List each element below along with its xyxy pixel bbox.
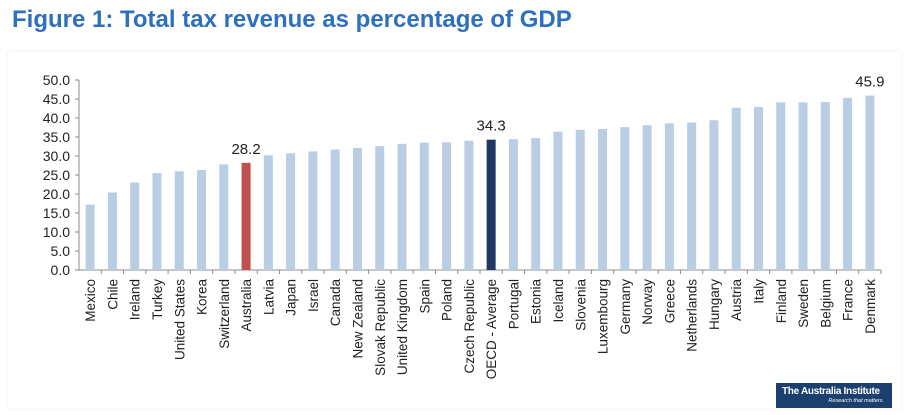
x-label-finland: Finland xyxy=(774,279,789,323)
x-label-canada: Canada xyxy=(328,279,343,327)
bar-czech-republic xyxy=(464,140,474,270)
bar-netherlands xyxy=(687,122,697,270)
australia-institute-logo: The Australia Institute Research that ma… xyxy=(776,383,892,408)
x-label-ireland: Ireland xyxy=(128,279,143,320)
y-tick-label: 0.0 xyxy=(51,262,71,278)
x-label-united-states: United States xyxy=(172,279,187,360)
data-label-denmark: 45.9 xyxy=(855,74,884,91)
y-tick-label: 5.0 xyxy=(51,243,71,259)
x-label-korea: Korea xyxy=(195,279,210,316)
x-label-slovenia: Slovenia xyxy=(573,279,588,331)
logo-name: The Australia Institute xyxy=(782,386,880,397)
x-label-sweden: Sweden xyxy=(796,279,811,328)
x-label-iceland: Iceland xyxy=(551,279,566,323)
bar-chile xyxy=(107,192,117,270)
bar-new-zealand xyxy=(352,148,362,270)
logo-tagline: Research that matters. xyxy=(828,398,884,404)
bar-slovenia xyxy=(575,129,585,270)
data-label-australia: 28.2 xyxy=(231,141,260,158)
bar-united-kingdom xyxy=(397,143,407,270)
y-tick-label: 20.0 xyxy=(43,186,70,202)
x-label-netherlands: Netherlands xyxy=(685,279,700,352)
bar-slovak-republic xyxy=(375,146,385,270)
x-label-poland: Poland xyxy=(440,279,455,321)
x-label-latvia: Latvia xyxy=(261,279,276,316)
x-label-luxembourg: Luxembourg xyxy=(596,279,611,354)
bar-sweden xyxy=(798,102,808,270)
bar-austria xyxy=(731,107,741,270)
bar-oecd-average xyxy=(486,139,496,270)
x-label-estonia: Estonia xyxy=(529,279,544,325)
bar-denmark xyxy=(865,95,875,270)
bar-poland xyxy=(442,142,452,270)
bar-norway xyxy=(642,125,652,270)
bar-luxembourg xyxy=(598,129,608,270)
y-tick-label: 40.0 xyxy=(43,110,70,126)
x-label-japan: Japan xyxy=(284,279,299,316)
x-label-france: France xyxy=(841,279,856,321)
bar-iceland xyxy=(553,131,563,270)
x-label-greece: Greece xyxy=(662,279,677,323)
figure-title: Figure 1: Total tax revenue as percentag… xyxy=(12,6,572,33)
bar-chart: 0.0 5.0 10.0 15.0 20.0 25.0 30.0 35.0 40.0 45.0 50… xyxy=(43,72,885,379)
x-label-italy: Italy xyxy=(751,279,766,304)
x-label-turkey: Turkey xyxy=(150,279,165,320)
bar-germany xyxy=(620,127,630,271)
bar-australia xyxy=(241,162,251,270)
bar-latvia xyxy=(263,155,273,270)
x-label-united-kingdom: United Kingdom xyxy=(395,279,410,375)
x-label-norway: Norway xyxy=(640,279,655,325)
bar-estonia xyxy=(531,138,541,270)
bar-korea xyxy=(197,170,207,270)
bar-ireland xyxy=(130,182,140,270)
x-label-mexico: Mexico xyxy=(83,279,98,322)
bar-belgium xyxy=(820,102,830,270)
x-label-australia: Australia xyxy=(239,279,254,332)
bar-spain xyxy=(419,142,429,270)
bar-finland xyxy=(776,102,786,270)
chart-panel: 0.0 5.0 10.0 15.0 20.0 25.0 30.0 35.0 40.0 45.0 50… xyxy=(8,52,901,408)
y-tick-label: 30.0 xyxy=(43,148,70,164)
bar-italy xyxy=(753,106,763,270)
x-label-germany: Germany xyxy=(618,279,633,335)
y-tick-label: 15.0 xyxy=(43,205,70,221)
x-label-czech-republic: Czech Republic xyxy=(462,279,477,374)
x-label-hungary: Hungary xyxy=(707,279,722,330)
y-tick-label: 10.0 xyxy=(43,224,70,240)
x-label-austria: Austria xyxy=(729,279,744,322)
y-tick-label: 35.0 xyxy=(43,129,70,145)
x-label-portugal: Portugal xyxy=(506,279,521,329)
y-tick-label: 50.0 xyxy=(43,72,70,88)
x-label-slovak-republic: Slovak Republic xyxy=(373,279,388,376)
bar-greece xyxy=(664,123,674,270)
x-label-spain: Spain xyxy=(417,279,432,314)
bar-switzerland xyxy=(219,164,229,270)
bar-japan xyxy=(286,153,296,270)
bar-mexico xyxy=(85,204,95,270)
x-label-belgium: Belgium xyxy=(818,279,833,328)
x-label-oecd-average: OECD - Average xyxy=(484,279,499,379)
x-label-new-zealand: New Zealand xyxy=(350,279,365,359)
data-label-oecd-average: 34.3 xyxy=(477,118,506,135)
bar-united-states xyxy=(174,171,184,270)
bar-turkey xyxy=(152,173,162,270)
bar-france xyxy=(843,97,853,270)
bar-canada xyxy=(330,149,340,270)
y-tick-label: 25.0 xyxy=(43,167,70,183)
y-tick-label: 45.0 xyxy=(43,91,70,107)
bar-israel xyxy=(308,151,318,270)
bar-hungary xyxy=(709,120,719,270)
x-label-israel: Israel xyxy=(306,279,321,312)
x-label-switzerland: Switzerland xyxy=(217,279,232,349)
x-label-chile: Chile xyxy=(105,279,120,310)
x-label-denmark: Denmark xyxy=(863,279,878,334)
bar-portugal xyxy=(508,139,518,270)
